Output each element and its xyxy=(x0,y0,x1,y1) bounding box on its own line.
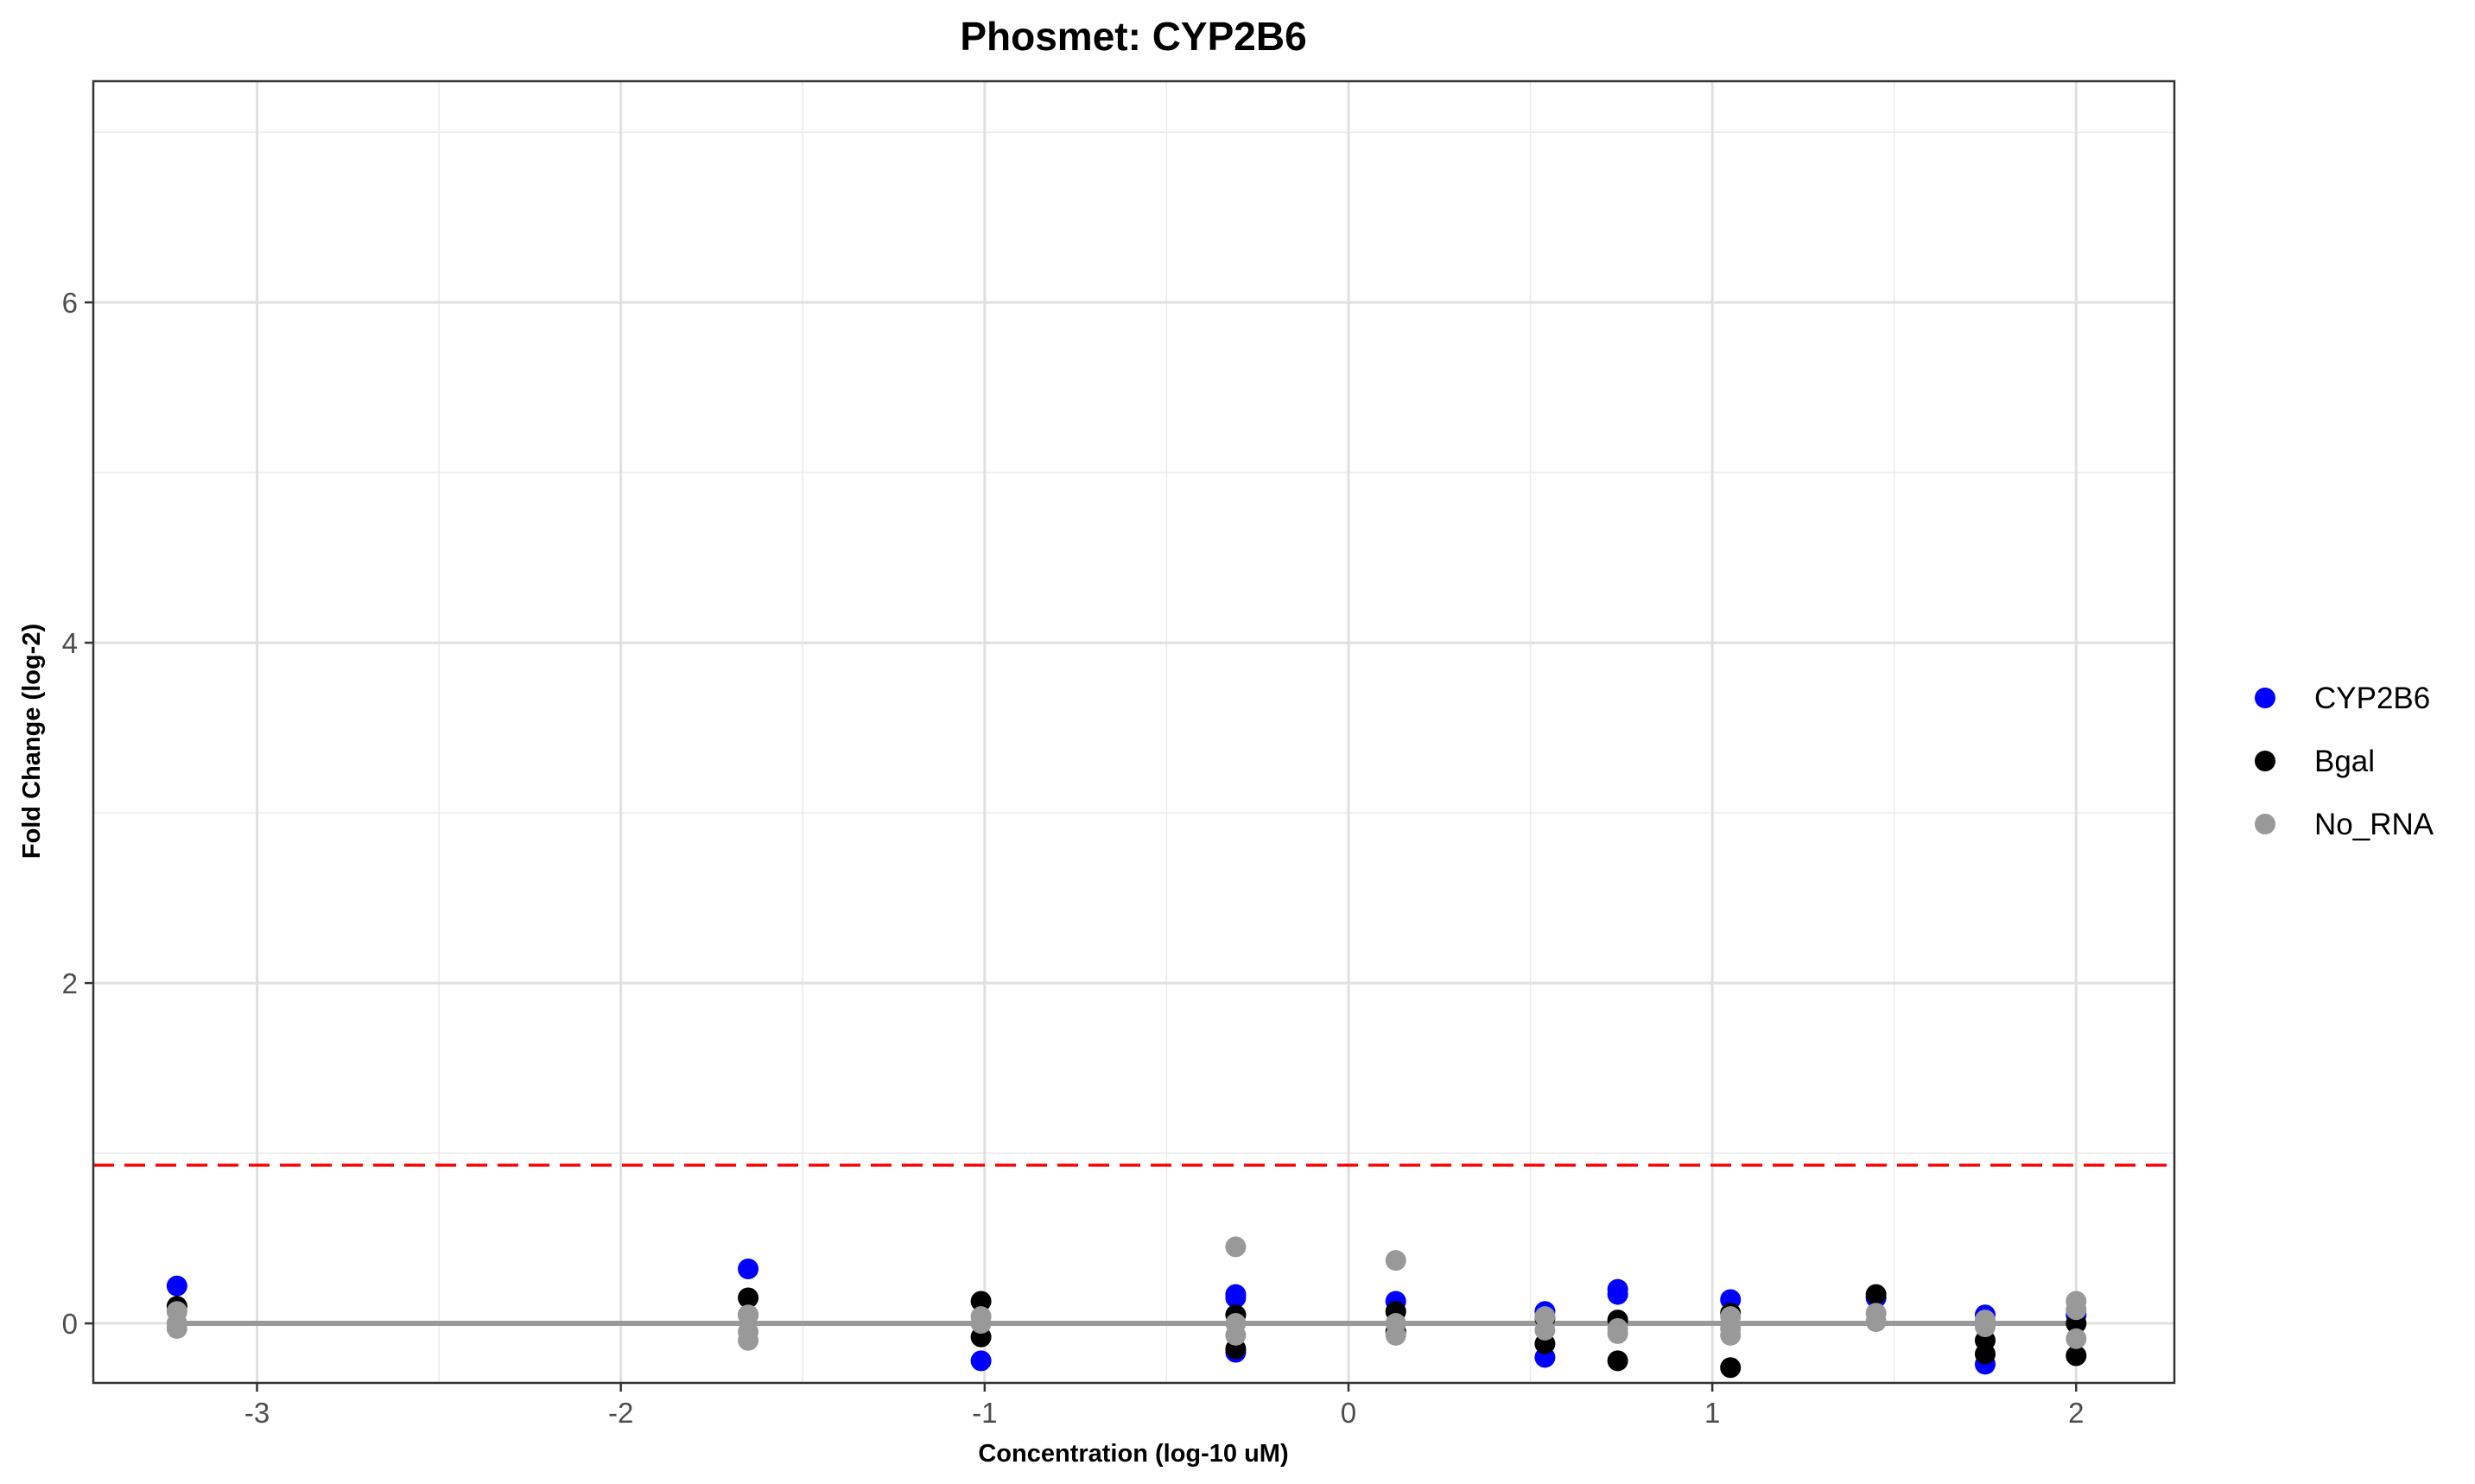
y-tick-label: 6 xyxy=(62,287,78,319)
data-point xyxy=(738,1259,759,1280)
data-point xyxy=(1385,1250,1406,1272)
data-point xyxy=(970,1350,992,1372)
x-tick-label: 0 xyxy=(1341,1397,1356,1429)
panel-border xyxy=(92,79,2176,1385)
data-point xyxy=(1865,1311,1887,1333)
data-point xyxy=(738,1287,759,1309)
data-point xyxy=(1607,1284,1628,1305)
data-point xyxy=(166,1317,187,1339)
data-point xyxy=(1607,1322,1628,1344)
data-point xyxy=(166,1275,187,1297)
data-point xyxy=(2066,1345,2087,1367)
legend-label: CYP2B6 xyxy=(2314,682,2430,715)
y-tick-label: 0 xyxy=(62,1308,78,1340)
x-axis-title: Concentration (log-10 uM) xyxy=(978,1440,1288,1468)
data-point xyxy=(1865,1284,1887,1305)
y-tick-label: 2 xyxy=(62,967,78,999)
x-tick-label: 1 xyxy=(1704,1397,1720,1429)
points xyxy=(166,1236,2087,1379)
data-point xyxy=(1975,1343,1996,1365)
data-point xyxy=(738,1304,759,1326)
data-point xyxy=(970,1313,992,1335)
data-point xyxy=(970,1291,992,1312)
legend-label: Bgal xyxy=(2314,745,2375,778)
x-tick-label: -2 xyxy=(608,1397,633,1429)
data-point xyxy=(2066,1299,2087,1321)
x-tick-label: 2 xyxy=(2068,1397,2084,1429)
data-point xyxy=(1607,1350,1628,1372)
data-point xyxy=(1225,1236,1247,1258)
legend-key xyxy=(2255,814,2275,834)
y-axis-title: Fold Change (log-2) xyxy=(18,624,46,859)
data-point xyxy=(1534,1319,1556,1341)
data-point xyxy=(1225,1324,1247,1346)
data-point xyxy=(1720,1324,1742,1346)
chart-title: Phosmet: CYP2B6 xyxy=(960,14,1306,59)
series-no-rna xyxy=(166,1236,2087,1351)
data-point xyxy=(2066,1328,2087,1349)
axis-ticks: -3 -2 -1 0 1 2 0 2 4 6 xyxy=(62,287,2085,1429)
y-tick-label: 4 xyxy=(62,627,78,659)
data-point xyxy=(738,1329,759,1351)
legend-key xyxy=(2255,751,2275,771)
x-tick-label: -1 xyxy=(972,1397,997,1429)
legend: CYP2B6 Bgal No_RNA xyxy=(2255,682,2434,841)
data-point xyxy=(1225,1287,1247,1309)
data-point xyxy=(1385,1324,1406,1346)
data-point xyxy=(1720,1357,1742,1379)
x-tick-label: -3 xyxy=(244,1397,270,1429)
data-point xyxy=(1975,1316,1996,1337)
legend-key xyxy=(2255,688,2275,708)
legend-label: No_RNA xyxy=(2314,808,2434,841)
